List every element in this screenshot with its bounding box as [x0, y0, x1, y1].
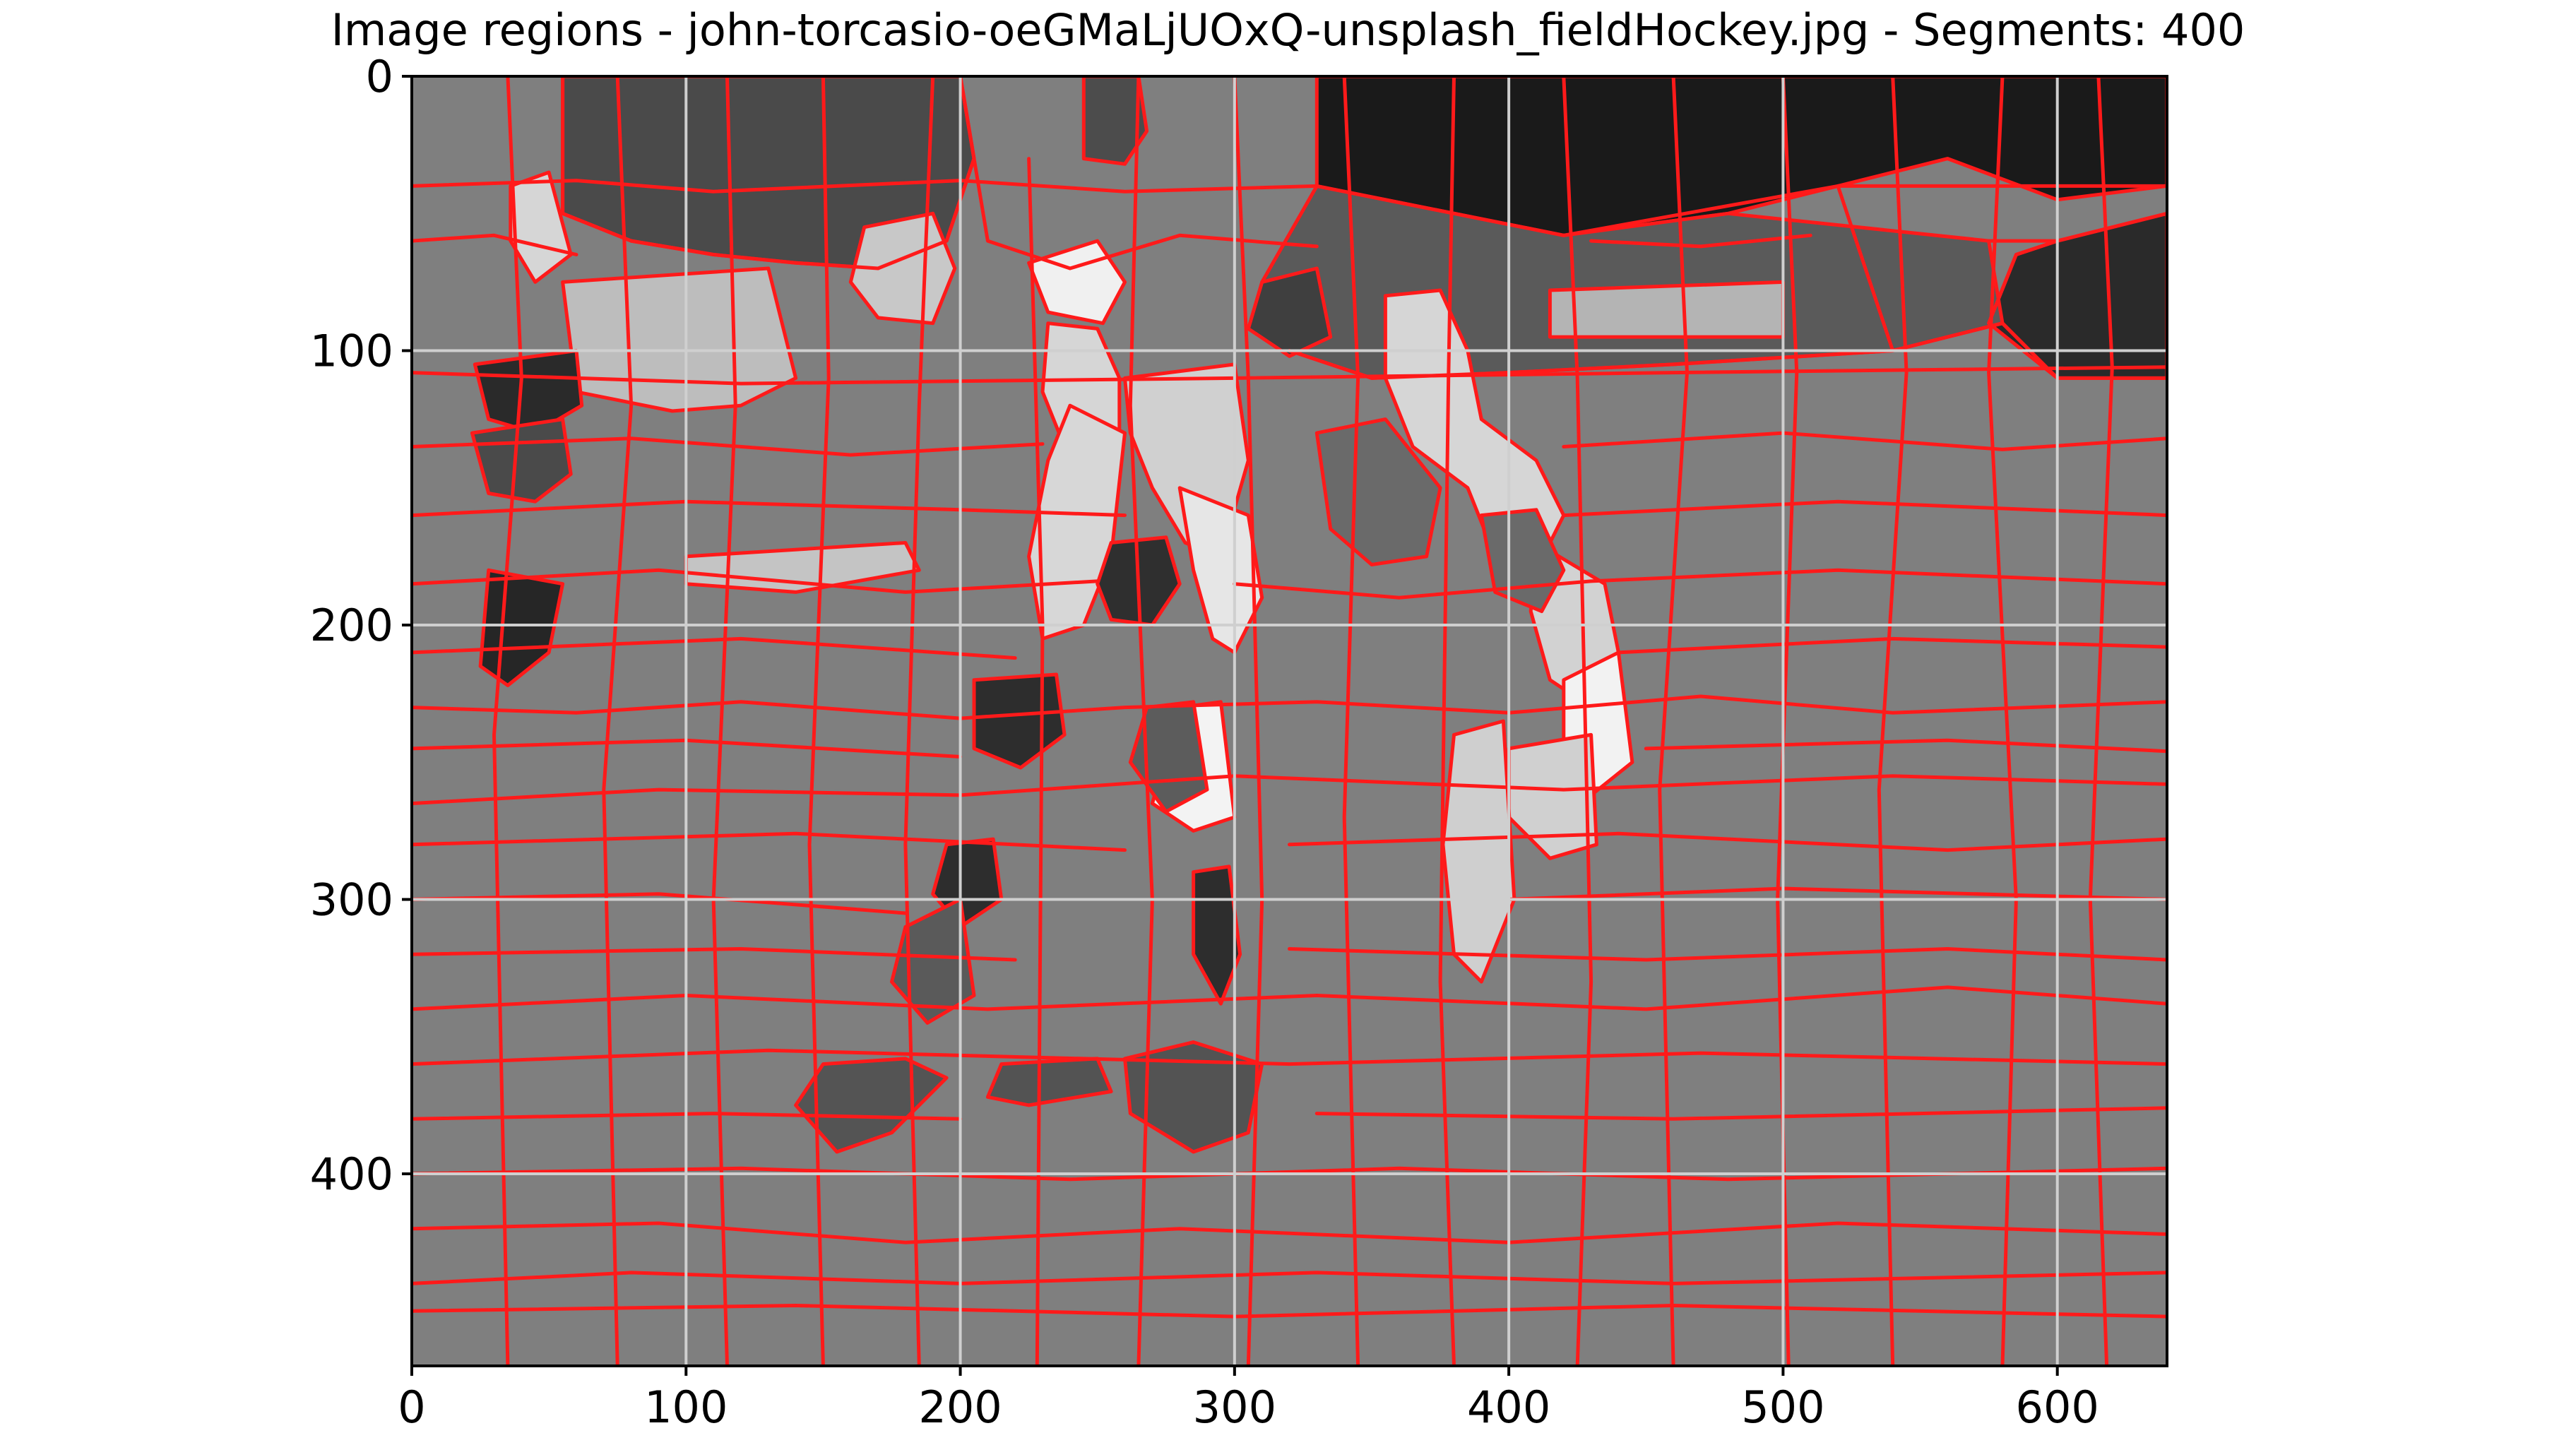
segment-region-outline	[509, 170, 573, 284]
segment-boundary	[412, 179, 2167, 237]
segment-boundary	[412, 636, 1017, 660]
y-tick-label: 300	[310, 874, 393, 926]
segment-region-outline	[794, 1057, 949, 1154]
segment-boundary	[1233, 568, 2167, 600]
segment-boundary	[1658, 76, 1689, 1366]
segment-region	[562, 76, 974, 268]
segment-region	[891, 899, 974, 1023]
segment-boundary	[711, 76, 737, 1366]
segment-boundary	[412, 1048, 2167, 1066]
segment-region	[472, 419, 571, 502]
chart-title: Image regions - john-torcasio-oeGMaLjUOx…	[331, 4, 2245, 56]
segment-boundary	[412, 831, 1127, 852]
segment-region-outline	[1027, 239, 1127, 326]
x-tick-label: 400	[1467, 1381, 1550, 1433]
segment-region	[1550, 282, 1783, 338]
segment-region	[795, 1058, 947, 1152]
segment-boundary	[412, 1112, 963, 1121]
segment-region	[1988, 213, 2167, 379]
y-tick-label: 200	[310, 600, 393, 651]
y-tick-label: 0	[366, 51, 393, 102]
y-tick-label: 100	[310, 326, 393, 377]
segment-boundary	[1987, 239, 2060, 326]
segment-region-outline	[848, 211, 957, 326]
segment-boundary	[1616, 636, 2167, 655]
y-tick-label: 400	[310, 1148, 393, 1200]
segment-boundary	[412, 892, 908, 915]
segment-boundary	[958, 76, 1319, 270]
segment-boundary	[412, 947, 1017, 962]
x-tick-label: 100	[644, 1381, 728, 1433]
segment-boundary	[2088, 76, 2114, 1366]
x-axis: 0 100 200 300 400 500 600	[398, 1366, 2099, 1433]
segment-region	[562, 268, 796, 411]
segment-region-outline	[1479, 508, 1566, 614]
segment-boundary	[2055, 211, 2167, 243]
segment-boundary	[1877, 76, 1909, 1366]
segment-boundary	[1562, 431, 2167, 451]
segment-region	[475, 350, 582, 434]
segment-boundary	[1342, 76, 1360, 1366]
x-tick-label: 300	[1193, 1381, 1276, 1433]
grid-lines	[412, 76, 2167, 1366]
segment-region	[1124, 1042, 1262, 1152]
x-tick-label: 500	[1741, 1381, 1824, 1433]
segment-region-outline	[1314, 417, 1442, 566]
segment-region-outline	[1027, 403, 1127, 641]
segment-region	[1317, 419, 1441, 565]
segment-boundary	[1987, 76, 2018, 1366]
segment-region-outline	[1128, 700, 1209, 814]
segment-region	[987, 1058, 1112, 1105]
y-axis: 0 100 200 300 400	[310, 51, 412, 1200]
segment-boundary	[412, 1221, 2167, 1244]
segment-boundary	[1233, 76, 1264, 1366]
segment-boundary	[412, 1271, 2167, 1285]
segment-boundary	[1644, 738, 2167, 754]
x-tick-label: 200	[918, 1381, 1002, 1433]
segment-region-outline	[1246, 266, 1333, 358]
segment-boundary	[1314, 1106, 2167, 1121]
segment-region	[1084, 76, 1147, 165]
segment-region-outline	[931, 837, 1004, 929]
segment-boundary	[1589, 233, 1812, 249]
plot-frame	[410, 75, 2168, 1367]
x-tick-label: 0	[398, 1381, 425, 1433]
x-tick-label: 600	[2016, 1381, 2099, 1433]
segment-region-outline	[1192, 864, 1242, 1006]
segment-region	[1248, 268, 1331, 357]
segment-region	[850, 213, 955, 323]
segment-region	[1509, 735, 1597, 859]
segment-region	[1130, 701, 1207, 812]
segment-region	[1180, 487, 1262, 653]
segment-boundary	[1128, 76, 1154, 1366]
segment-region	[1317, 76, 2167, 246]
segment-boundary	[412, 568, 1100, 594]
segment-boundary	[807, 76, 831, 1366]
segment-boundary	[561, 76, 976, 270]
segment-boundary	[412, 436, 1045, 457]
segment-region-outline	[1123, 1040, 1264, 1154]
segment-boundary	[602, 76, 634, 1366]
segment-boundary	[412, 694, 2167, 720]
segment-region	[1385, 290, 1564, 571]
segment-region-outline	[470, 417, 573, 504]
segment-boundary	[412, 233, 578, 256]
segment-boundary	[492, 76, 523, 1366]
